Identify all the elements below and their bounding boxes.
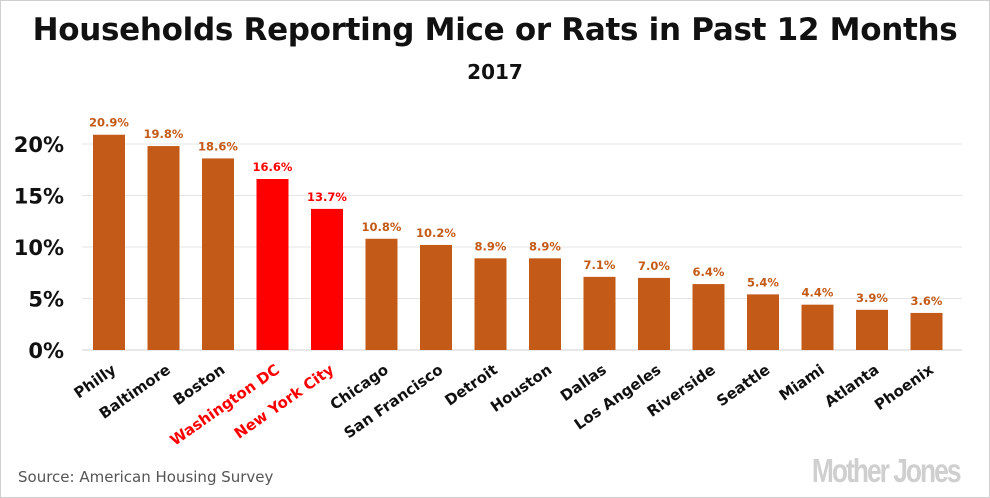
mother-jones-logo: Mother Jones <box>812 452 962 489</box>
bar <box>93 134 125 350</box>
x-tick-label: Miami <box>776 361 828 405</box>
data-label: 16.6% <box>253 160 293 174</box>
bar <box>856 309 888 350</box>
bar <box>365 238 398 350</box>
bar <box>529 258 561 350</box>
x-tick-label: New York City <box>231 360 338 442</box>
data-label: 6.4% <box>693 265 725 279</box>
data-label: 8.9% <box>475 239 507 253</box>
data-label: 3.6% <box>911 294 943 308</box>
y-tick-label: 10% <box>14 236 64 260</box>
bar <box>202 158 234 350</box>
data-label: 19.8% <box>144 127 184 141</box>
data-label: 4.4% <box>802 286 834 300</box>
data-label: 3.9% <box>856 291 888 305</box>
bar <box>474 258 507 350</box>
bar <box>256 179 289 350</box>
source-note: Source: American Housing Survey <box>18 468 274 486</box>
bar <box>747 294 779 350</box>
bar <box>583 276 616 350</box>
data-label: 20.9% <box>89 116 129 130</box>
y-tick-label: 0% <box>28 339 64 363</box>
bar <box>420 244 452 350</box>
data-label: 7.1% <box>584 258 616 272</box>
x-tick-label: San Francisco <box>341 361 447 443</box>
bar <box>147 146 180 350</box>
x-tick-label: Seattle <box>713 361 773 411</box>
data-label: 13.7% <box>307 190 347 204</box>
x-tick-label: Phoenix <box>871 360 937 414</box>
chart-title: Households Reporting Mice or Rats in Pas… <box>32 12 958 48</box>
chart-subtitle: 2017 <box>467 60 523 84</box>
bar <box>801 304 834 350</box>
data-label: 5.4% <box>747 275 779 289</box>
y-tick-label: 20% <box>14 133 64 157</box>
data-label: 18.6% <box>198 139 238 153</box>
bar <box>692 284 725 350</box>
bar <box>910 312 943 350</box>
bar <box>638 277 670 350</box>
data-label: 8.9% <box>529 239 561 253</box>
data-label: 10.2% <box>416 226 456 240</box>
data-label: 7.0% <box>638 259 670 273</box>
x-tick-label: Houston <box>487 361 555 416</box>
data-label: 10.8% <box>362 220 402 234</box>
y-tick-label: 15% <box>14 185 64 209</box>
y-tick-label: 5% <box>28 288 64 312</box>
bar <box>311 208 343 350</box>
